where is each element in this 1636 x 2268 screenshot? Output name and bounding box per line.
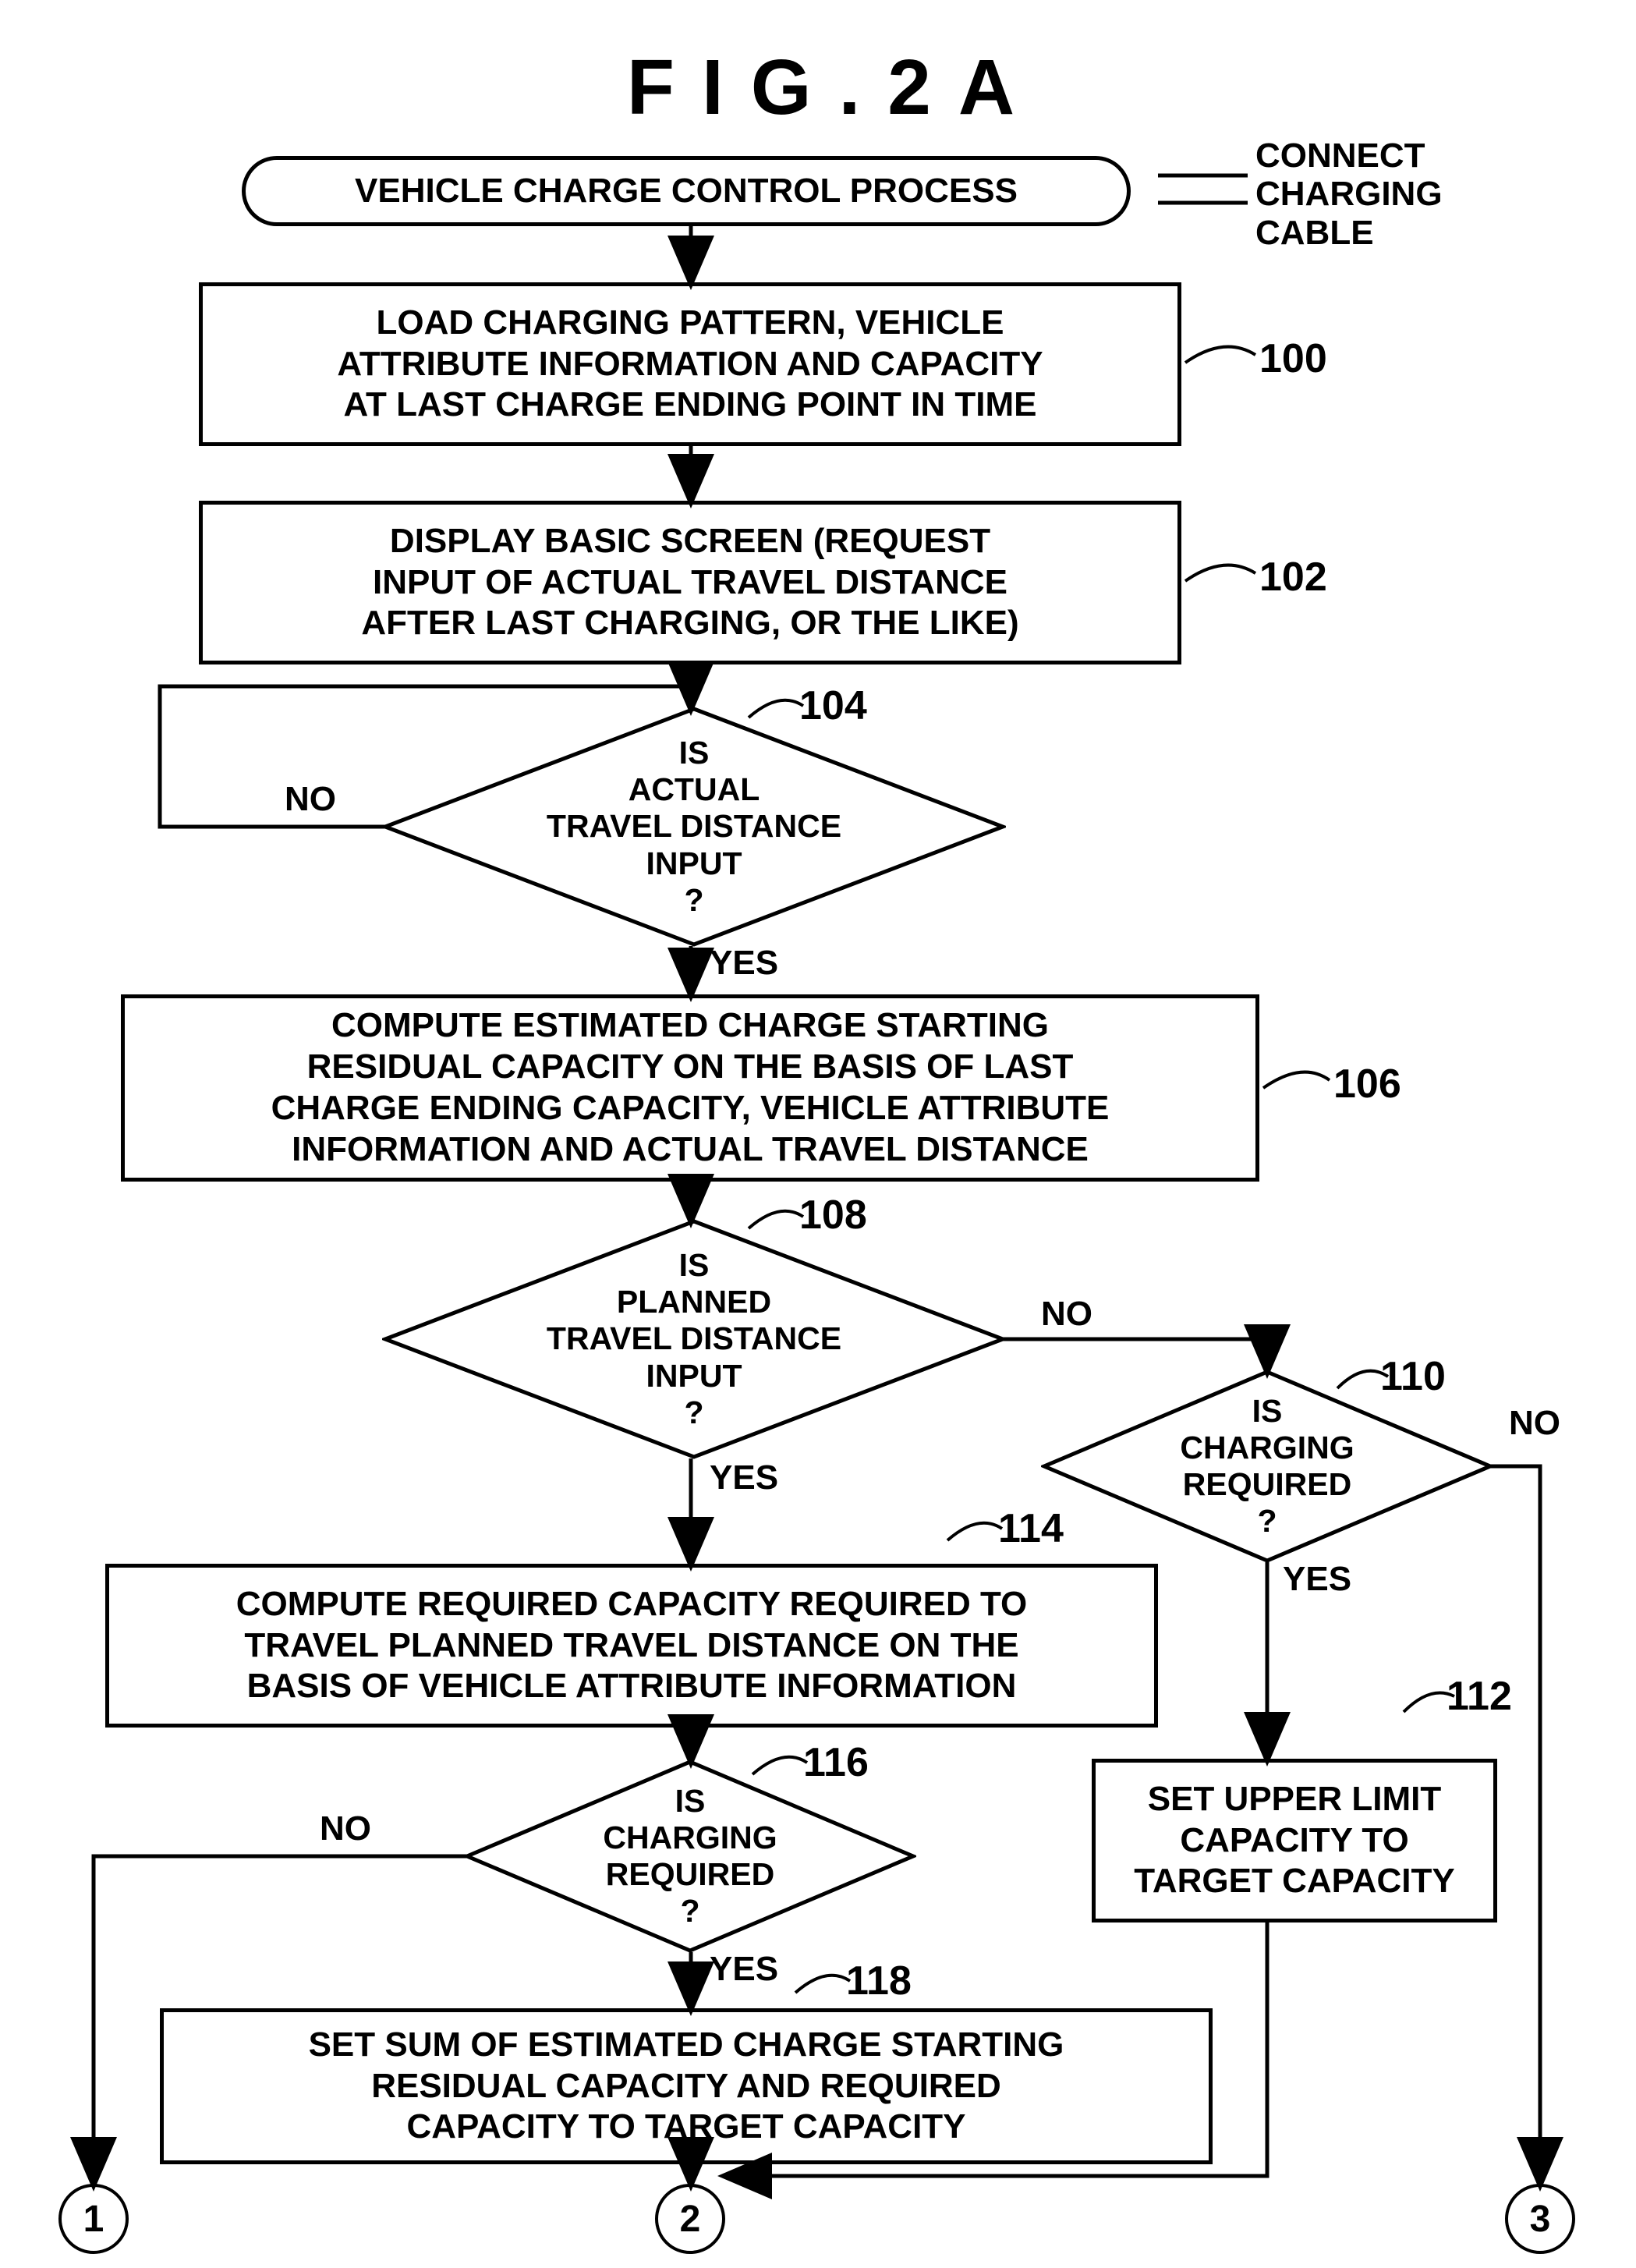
ref-108: 108	[799, 1192, 867, 1239]
connector-2: 2	[655, 2184, 725, 2254]
process-102: DISPLAY BASIC SCREEN (REQUEST INPUT OF A…	[199, 501, 1181, 664]
ref-118: 118	[846, 1958, 912, 2004]
ref-106: 106	[1333, 1061, 1401, 1107]
decision-116: IS CHARGING REQUIRED ?	[464, 1759, 916, 1954]
yes-104: YES	[710, 944, 778, 983]
ref-116: 116	[803, 1739, 869, 1786]
process-112: SET UPPER LIMIT CAPACITY TO TARGET CAPAC…	[1092, 1759, 1497, 1922]
yes-116: YES	[710, 1950, 778, 1989]
ref-102: 102	[1259, 554, 1327, 601]
connector-3: 3	[1505, 2184, 1575, 2254]
yes-110: YES	[1283, 1560, 1351, 1599]
no-116: NO	[320, 1809, 371, 1848]
process-106: COMPUTE ESTIMATED CHARGE STARTING RESIDU…	[121, 994, 1259, 1182]
yes-108: YES	[710, 1458, 778, 1497]
ref-100: 100	[1259, 335, 1327, 382]
figure-title: FIG.2A	[405, 43, 1263, 133]
no-108: NO	[1041, 1295, 1092, 1334]
connector-1: 1	[58, 2184, 129, 2254]
process-114: COMPUTE REQUIRED CAPACITY REQUIRED TO TR…	[105, 1564, 1158, 1728]
ref-112: 112	[1447, 1673, 1512, 1720]
process-100: LOAD CHARGING PATTERN, VEHICLE ATTRIBUTE…	[199, 282, 1181, 446]
decision-108: IS PLANNED TRAVEL DISTANCE INPUT ?	[382, 1218, 1006, 1460]
connect-charging-cable-label: CONNECT CHARGING CABLE	[1255, 136, 1443, 252]
process-118: SET SUM OF ESTIMATED CHARGE STARTING RES…	[160, 2008, 1213, 2164]
no-110: NO	[1509, 1404, 1560, 1443]
no-104: NO	[285, 780, 336, 819]
ref-104: 104	[799, 682, 867, 729]
ref-110: 110	[1380, 1353, 1446, 1400]
decision-104: IS ACTUAL TRAVEL DISTANCE INPUT ?	[382, 706, 1006, 948]
ref-114: 114	[998, 1505, 1064, 1552]
start-node: VEHICLE CHARGE CONTROL PROCESS	[242, 156, 1131, 226]
